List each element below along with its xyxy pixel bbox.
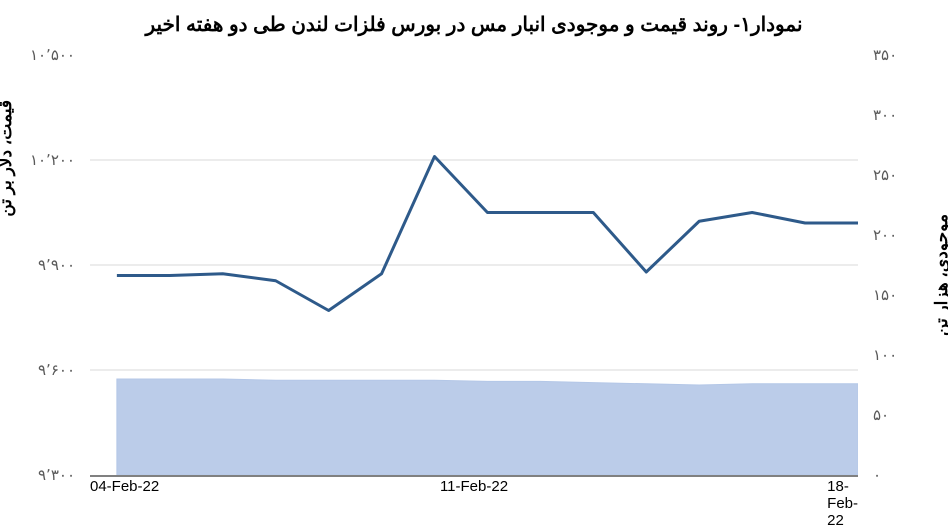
y-right-tick-label: ۰ — [873, 466, 881, 484]
y-left-tick-label: ۹٬۶۰۰ — [38, 361, 75, 379]
chart-svg — [90, 55, 858, 475]
chart-title: نمودار۱- روند قیمت و موجودی انبار مس در … — [0, 12, 948, 37]
y-left-tick-label: ۱۰٬۵۰۰ — [30, 46, 75, 64]
y-left-tick-label: ۹٬۳۰۰ — [38, 466, 75, 484]
y-left-tick-label: ۹٬۹۰۰ — [38, 256, 75, 274]
plot-area — [90, 55, 858, 477]
y-right-tick-label: ۵۰ — [873, 406, 889, 424]
y-left-labels: ۹٬۳۰۰۹٬۶۰۰۹٬۹۰۰۱۰٬۲۰۰۱۰٬۵۰۰ — [0, 55, 85, 475]
price-line — [117, 157, 858, 311]
inventory-area — [117, 379, 858, 475]
y-right-tick-label: ۳۵۰ — [873, 46, 897, 64]
x-tick-label: 11-Feb-22 — [440, 478, 508, 495]
y-right-tick-label: ۲۰۰ — [873, 226, 897, 244]
x-labels: 04-Feb-2211-Feb-2218-Feb-22 — [90, 478, 858, 503]
y-left-tick-label: ۱۰٬۲۰۰ — [30, 151, 75, 169]
x-tick-label: 18-Feb-22 — [827, 478, 858, 529]
y-right-tick-label: ۳۰۰ — [873, 106, 897, 124]
chart-container: نمودار۱- روند قیمت و موجودی انبار مس در … — [0, 0, 948, 526]
y-right-tick-label: ۲۵۰ — [873, 166, 897, 184]
y-right-tick-label: ۱۵۰ — [873, 286, 897, 304]
y-right-tick-label: ۱۰۰ — [873, 346, 897, 364]
x-tick-label: 04-Feb-22 — [90, 478, 159, 495]
y-right-labels: ۰۵۰۱۰۰۱۵۰۲۰۰۲۵۰۳۰۰۳۵۰ — [863, 55, 948, 475]
